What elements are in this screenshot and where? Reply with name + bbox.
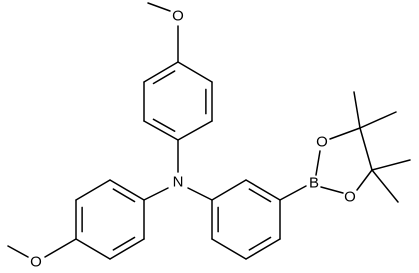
bond [245, 179, 281, 201]
atom-label: O [344, 189, 356, 206]
bond [152, 118, 176, 132]
bond [248, 236, 272, 251]
bond [371, 169, 399, 203]
bond [187, 187, 213, 201]
bond [359, 127, 373, 171]
bond [143, 187, 169, 201]
bond [353, 91, 361, 129]
bond [315, 150, 321, 176]
bond [320, 186, 344, 194]
bond [147, 2, 171, 12]
bond [75, 238, 111, 260]
bond [109, 179, 145, 201]
bond [109, 238, 145, 260]
bond [7, 245, 29, 258]
bond [329, 127, 361, 140]
bond [211, 238, 247, 260]
bond [211, 179, 247, 201]
bond [359, 111, 397, 129]
bond [356, 169, 373, 191]
bond [143, 61, 179, 83]
bond [371, 159, 411, 171]
bond [143, 120, 179, 141]
bond [177, 120, 213, 141]
bond [248, 188, 272, 203]
bonds [7, 2, 411, 260]
atom-label: N [173, 174, 184, 191]
bond [112, 188, 136, 203]
atoms: O N O B O O [30, 8, 356, 271]
atom-label: O [316, 134, 328, 151]
atom-label: O [30, 254, 42, 271]
bond [112, 236, 136, 251]
bond [152, 70, 176, 85]
bond [279, 185, 307, 201]
bond [44, 238, 77, 258]
atom-label: O [172, 8, 184, 25]
atom-label: B [309, 175, 319, 192]
bond [177, 61, 213, 83]
bond [75, 179, 111, 201]
bond [245, 238, 281, 260]
